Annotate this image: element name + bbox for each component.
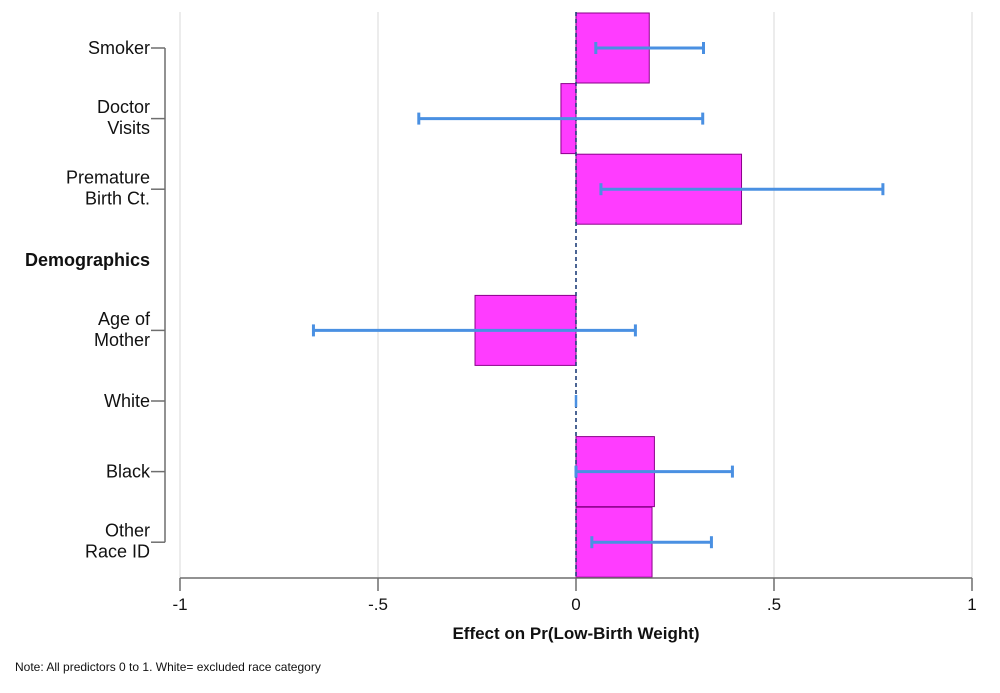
confidence-intervals [311,42,885,549]
chart-note: Note: All predictors 0 to 1. White= excl… [15,660,321,674]
y-label-5-0: White [104,391,150,411]
x-tick-label-1: -.5 [368,595,388,614]
y-label-header: Demographics [25,250,150,270]
y-label-1-0: Doctor [97,97,150,117]
x-tick-label-3: .5 [767,595,781,614]
grid-lines [179,12,973,578]
x-axis-label: Effect on Pr(Low-Birth Weight) [452,624,699,643]
y-label-4-1: Mother [94,330,150,350]
x-tick-label-0: -1 [172,595,187,614]
y-label-1-1: Visits [107,118,150,138]
y-label-0-0: Smoker [88,38,150,58]
y-label-6-0: Black [106,462,151,482]
x-axis: -1 -.5 0 .5 1 [172,577,977,614]
x-tick-label-2: 0 [571,595,580,614]
y-label-2-1: Birth Ct. [85,189,150,209]
x-tick-label-4: 1 [967,595,976,614]
y-label-7-0: Other [105,521,150,541]
y-label-2-0: Premature [66,168,150,188]
y-label-4-0: Age of [98,309,151,329]
bars [474,12,743,578]
y-label-7-1: Race ID [85,542,150,562]
